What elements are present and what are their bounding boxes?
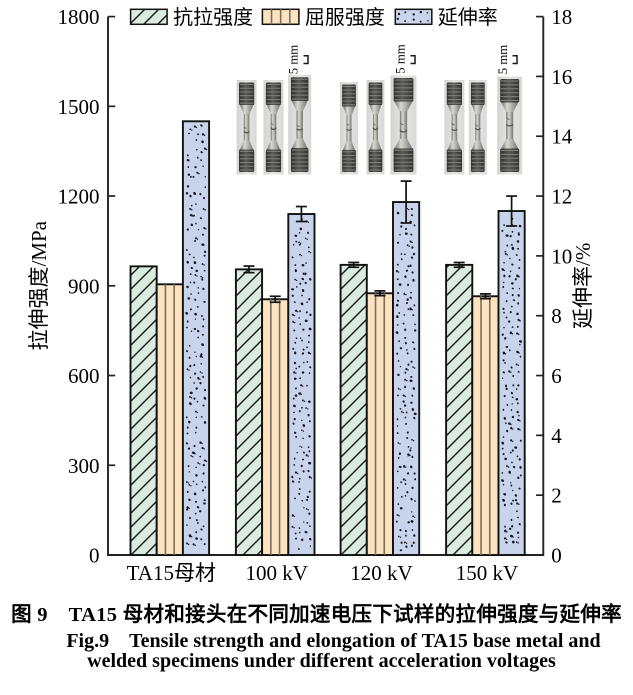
legend-swatch — [129, 8, 168, 26]
legend-item: 抗拉强度 — [129, 6, 253, 29]
caption-chinese: 图 9 TA15 母材和接头在不同加速电压下试样的拉伸强度与延伸率 — [11, 604, 622, 626]
x-category-label: TA15母材 — [127, 561, 216, 585]
legend-label: 抗拉强度 — [173, 6, 253, 29]
left-tick-label: 300 — [68, 454, 100, 478]
bar — [155, 283, 184, 556]
scale-label: 5 mm — [496, 45, 510, 75]
legend-label: 延伸率 — [438, 6, 498, 29]
specimen-photo — [288, 74, 312, 175]
scale-label: 5 mm — [394, 44, 408, 74]
specimen-photo — [236, 80, 257, 175]
bar — [339, 263, 368, 556]
right-tick-label: 8 — [551, 304, 562, 328]
x-category-label: 150 kV — [456, 561, 518, 585]
scale-bracket — [303, 54, 309, 65]
specimen-photo — [468, 80, 487, 175]
caption-english-line1: Fig.9 Tensile strength and elongation of… — [66, 630, 601, 652]
bar — [365, 292, 394, 556]
legend-label: 屈服强度 — [305, 6, 385, 29]
bar — [129, 265, 158, 556]
right-axis-title: 延伸率/% — [571, 243, 595, 329]
specimen-photo — [366, 80, 385, 175]
legend-item: 延伸率 — [394, 6, 498, 29]
right-tick-label: 18 — [551, 5, 572, 29]
scale-label: 5 mm — [287, 45, 301, 75]
plot-area: 0 300 600 900 1200 1500 1800 0 2 4 6 8 10 12 14 16 18 拉伸强… — [27, 5, 595, 585]
right-tick-label: 12 — [551, 185, 572, 209]
inset-group: 5 mm — [444, 45, 523, 175]
caption-english-line2: welded specimens under different acceler… — [87, 650, 556, 672]
specimen-photos: 5 mm 5 mm 5 mm — [236, 44, 523, 175]
left-tick-label: 600 — [68, 364, 100, 388]
left-tick-label: 900 — [68, 274, 100, 298]
chart-legend: 抗拉强度 屈服强度 延伸率 — [129, 6, 498, 29]
right-tick-label: 14 — [551, 125, 573, 149]
bar — [445, 263, 474, 556]
right-tick-label: 0 — [551, 544, 562, 568]
specimen-photo — [263, 80, 284, 175]
bar — [234, 268, 264, 556]
left-tick-label: 1200 — [58, 185, 100, 209]
x-category-label: 120 kV — [350, 561, 412, 585]
right-tick-label: 16 — [551, 65, 572, 89]
right-tick-label: 10 — [551, 244, 572, 268]
right-tick-label: 6 — [551, 364, 562, 388]
right-tick-label: 2 — [551, 484, 562, 508]
specimen-photo — [444, 80, 465, 175]
series-3 — [181, 120, 526, 556]
left-tick-label: 1800 — [58, 5, 100, 29]
specimen-photo — [497, 76, 523, 175]
bar — [471, 295, 500, 556]
scale-bracket — [512, 54, 518, 65]
legend-item: 屈服强度 — [261, 6, 385, 29]
x-category-label: 100 kV — [245, 561, 307, 585]
left-axis-title: 拉伸强度/MPa — [27, 220, 51, 350]
bar — [392, 201, 421, 556]
left-tick-label: 1500 — [58, 95, 100, 119]
bar — [261, 298, 290, 556]
left-tick-label: 0 — [89, 544, 100, 568]
scale-bracket — [410, 54, 416, 65]
inset-group: 5 mm — [236, 45, 312, 175]
specimen-photo — [340, 82, 358, 175]
series-1 — [129, 261, 474, 556]
specimen-photo — [390, 75, 417, 175]
bar-chart: 0 300 600 900 1200 1500 1800 0 2 4 6 8 10 12 14 16 18 拉伸强… — [27, 5, 595, 585]
legend-swatch — [394, 8, 433, 26]
right-tick-label: 4 — [551, 424, 562, 448]
inset-group: 5 mm — [340, 44, 417, 175]
